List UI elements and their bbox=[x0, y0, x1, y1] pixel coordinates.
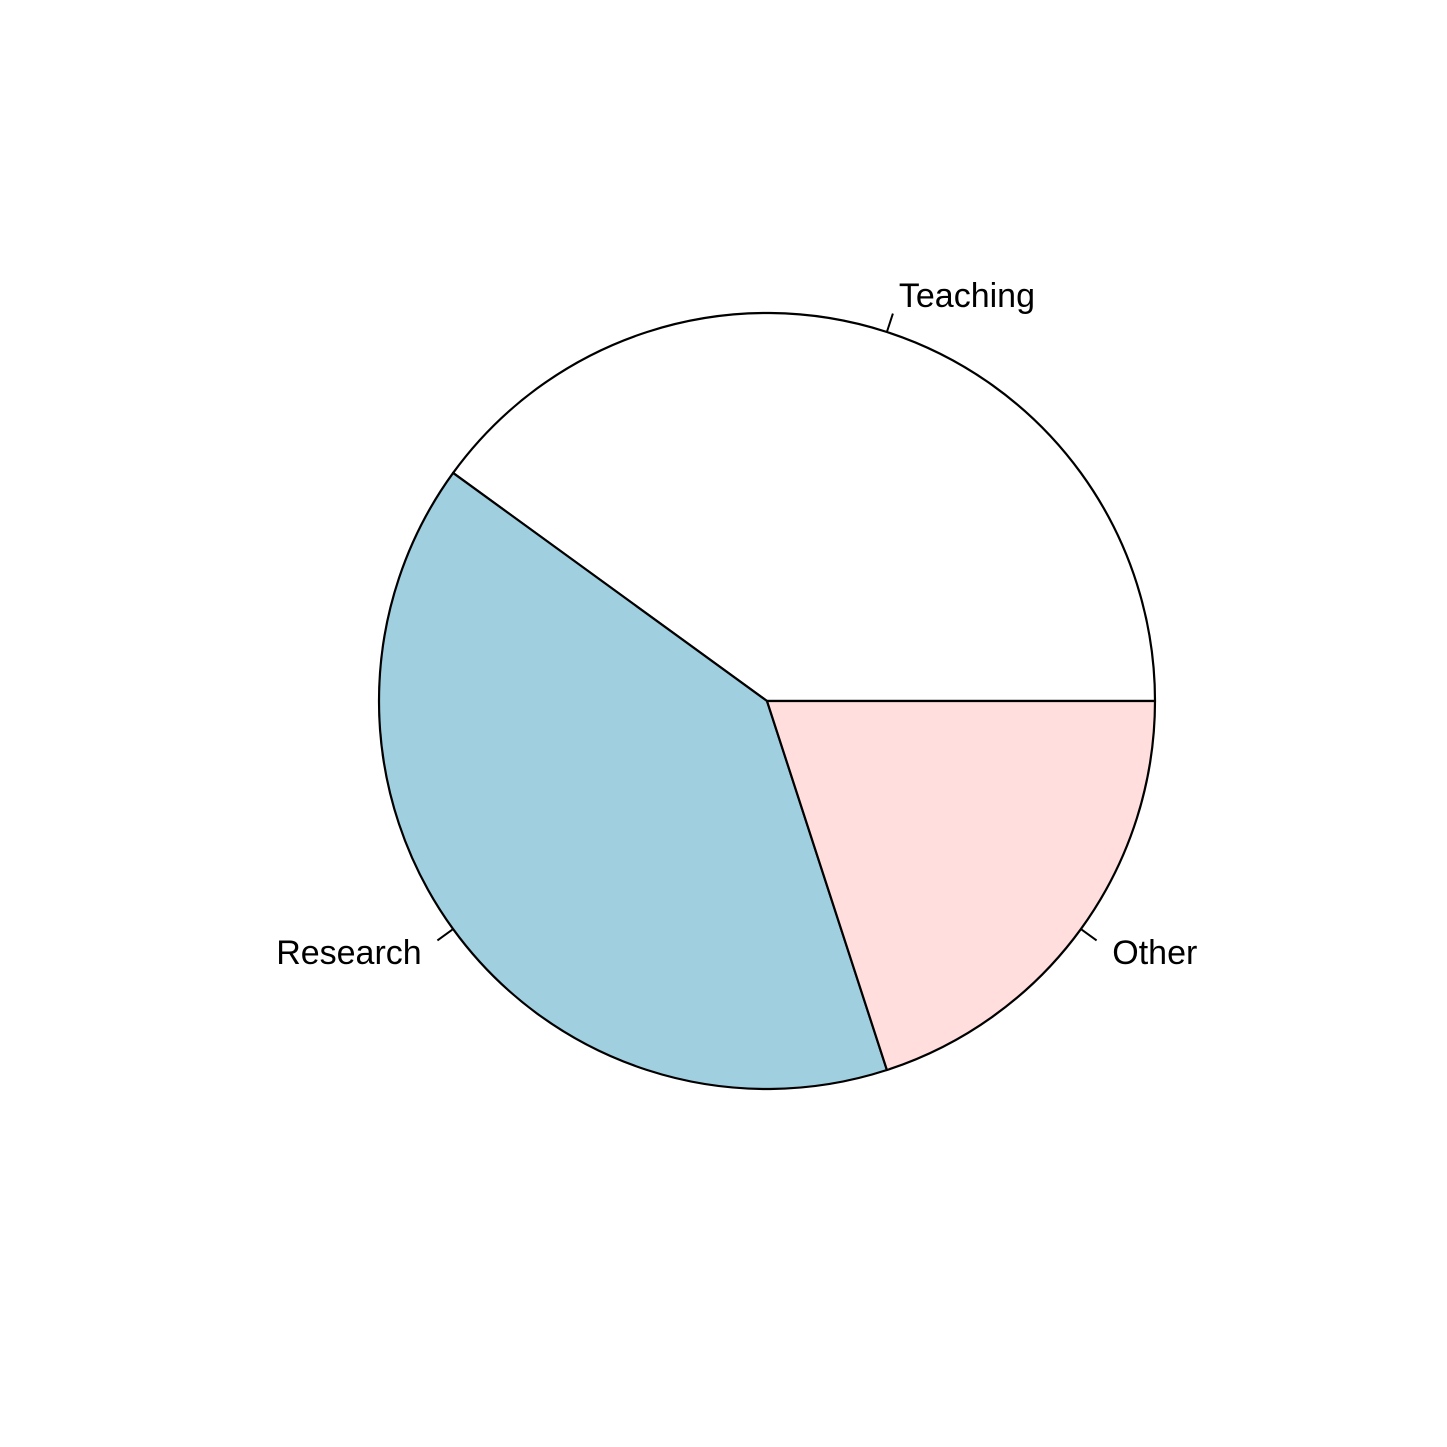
pie-label-research: Research bbox=[276, 934, 422, 972]
leader-line-research bbox=[436, 928, 454, 942]
pie-slices bbox=[377, 311, 1157, 1091]
pie-label-teaching: Teaching bbox=[899, 277, 1035, 315]
pie-label-other: Other bbox=[1112, 934, 1197, 972]
leader-line-teaching bbox=[885, 313, 894, 333]
pie-labels: Teaching Research Other bbox=[276, 277, 1197, 972]
leader-line-other bbox=[1080, 928, 1098, 942]
pie-leader-lines bbox=[436, 313, 1098, 942]
